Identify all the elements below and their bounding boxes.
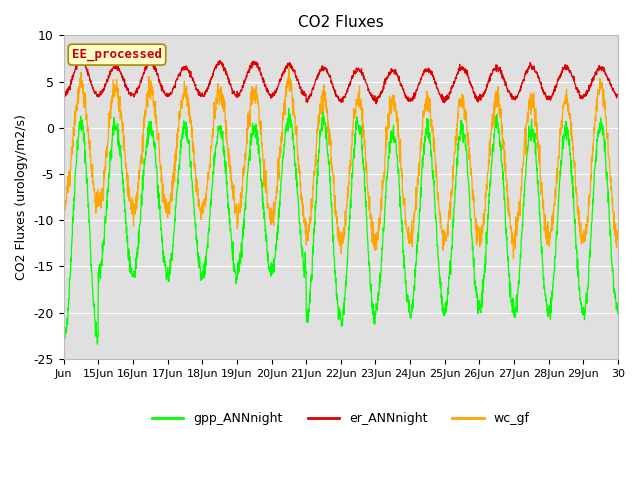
Title: CO2 Fluxes: CO2 Fluxes (298, 15, 384, 30)
wc_gf (614, 230, 622, 236)
gpp_ANNnight (581, 311, 589, 316)
er_ANNnight (77, 57, 84, 63)
Y-axis label: CO2 Fluxes (urology/m2/s): CO2 Fluxes (urology/m2/s) (15, 114, 28, 280)
Legend: gpp_ANNnight, er_ANNnight, wc_gf: gpp_ANNnight, er_ANNnight, wc_gf (147, 407, 534, 430)
er_ANNnight (262, 83, 269, 88)
gpp_ANNnight (285, 106, 292, 111)
gpp_ANNnight (584, 283, 592, 288)
er_ANNnight (60, 94, 67, 99)
gpp_ANNnight (352, 127, 360, 132)
wc_gf (239, 174, 247, 180)
wc_gf (261, 177, 269, 183)
wc_gf (509, 256, 517, 262)
Line: er_ANNnight: er_ANNnight (63, 60, 618, 104)
gpp_ANNnight (93, 341, 101, 347)
wc_gf (60, 201, 67, 206)
gpp_ANNnight (240, 216, 248, 222)
wc_gf (584, 218, 592, 224)
wc_gf (352, 111, 360, 117)
er_ANNnight (352, 69, 360, 75)
er_ANNnight (372, 101, 380, 107)
Line: wc_gf: wc_gf (63, 68, 618, 259)
er_ANNnight (240, 80, 248, 86)
er_ANNnight (581, 93, 589, 99)
wc_gf (581, 238, 589, 244)
er_ANNnight (614, 92, 622, 98)
gpp_ANNnight (60, 335, 67, 341)
Line: gpp_ANNnight: gpp_ANNnight (63, 108, 618, 344)
gpp_ANNnight (200, 263, 208, 269)
wc_gf (200, 202, 208, 207)
gpp_ANNnight (614, 303, 622, 309)
er_ANNnight (200, 93, 208, 99)
Text: EE_processed: EE_processed (72, 48, 162, 61)
gpp_ANNnight (262, 229, 269, 235)
er_ANNnight (584, 89, 592, 95)
wc_gf (285, 65, 293, 71)
